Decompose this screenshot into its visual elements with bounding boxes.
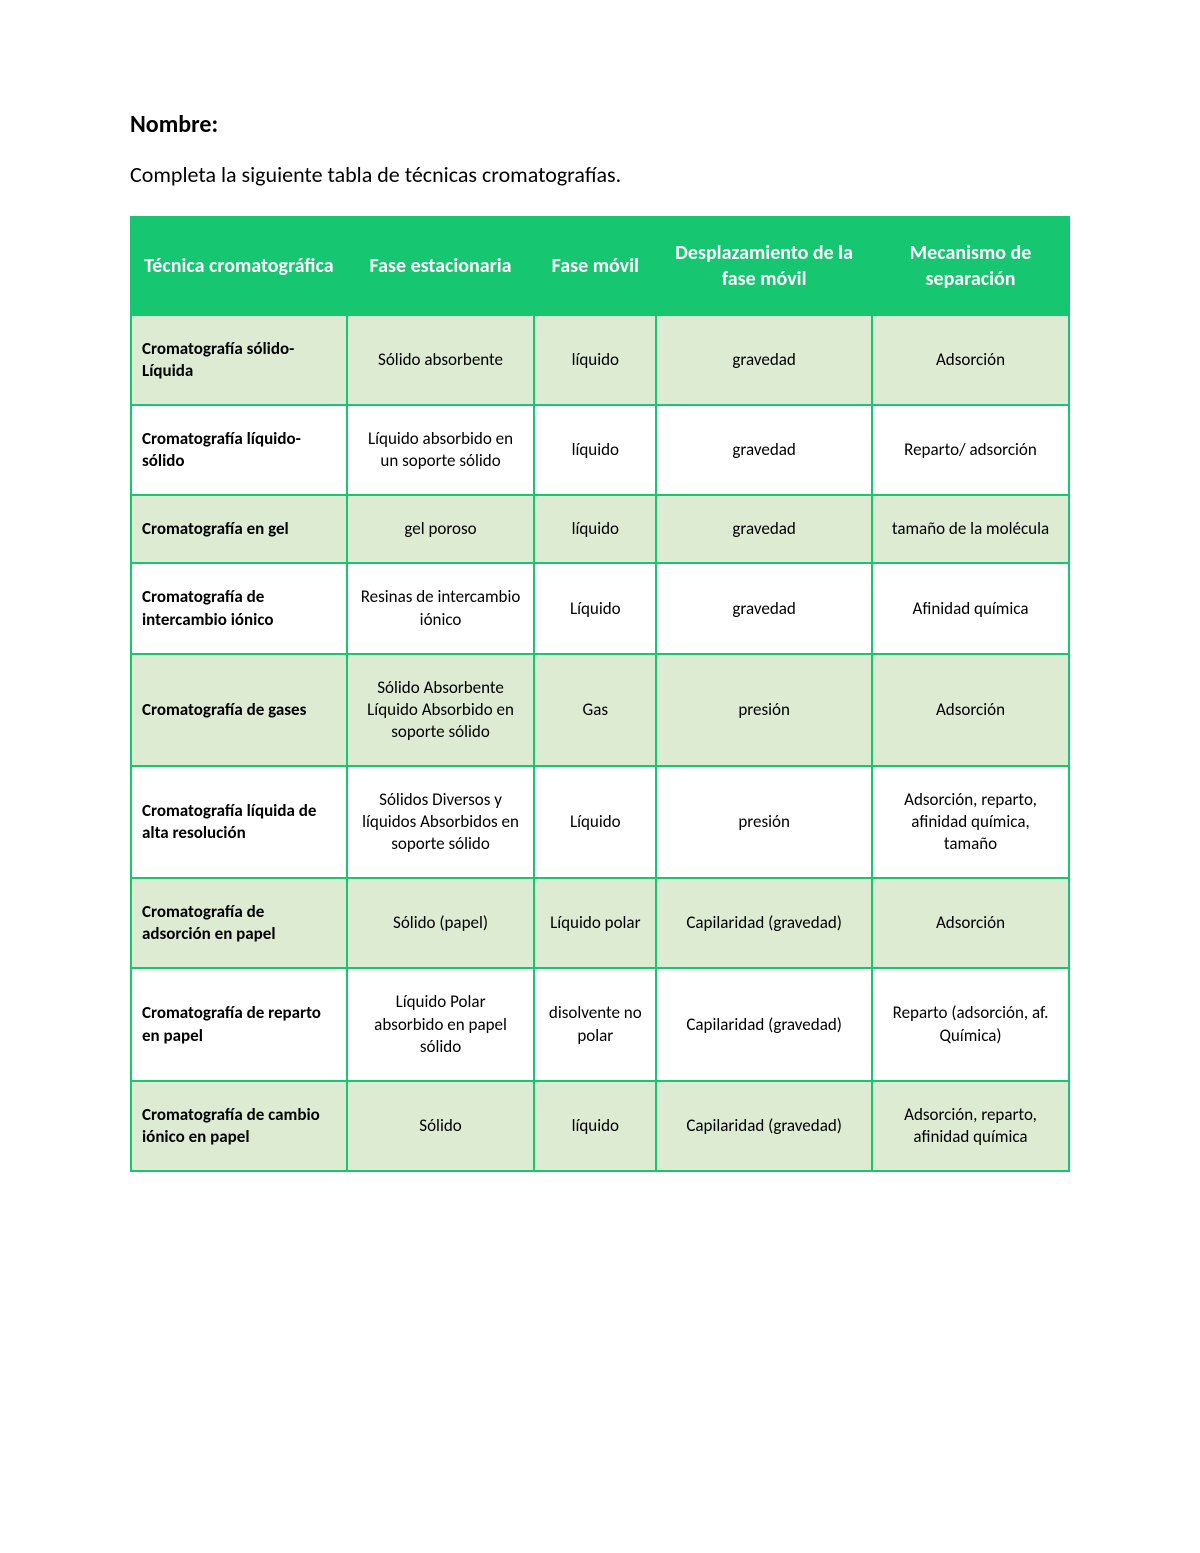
cell-displacement: Capilaridad (gravedad)	[656, 878, 872, 968]
cell-stationary: Resinas de intercambio iónico	[347, 563, 535, 653]
cell-technique: Cromatografía líquida de alta resolución	[131, 766, 347, 878]
cell-mechanism: Reparto (adsorción, af. Química)	[872, 968, 1069, 1080]
cell-displacement: gravedad	[656, 405, 872, 495]
table-row: Cromatografía de reparto en papelLíquido…	[131, 968, 1069, 1080]
cell-mechanism: Adsorción	[872, 878, 1069, 968]
cell-mechanism: tamaño de la molécula	[872, 495, 1069, 563]
table-row: Cromatografía en gelgel porosolíquidogra…	[131, 495, 1069, 563]
col-mobile: Fase móvil	[534, 217, 656, 315]
cell-stationary: Líquido absorbido en un soporte sólido	[347, 405, 535, 495]
cell-displacement: gravedad	[656, 563, 872, 653]
cell-mechanism: Afinidad química	[872, 563, 1069, 653]
cell-mobile: Líquido	[534, 563, 656, 653]
table-row: Cromatografía líquido-sólidoLíquido abso…	[131, 405, 1069, 495]
cell-mechanism: Adsorción	[872, 315, 1069, 405]
cell-mobile: disolvente no polar	[534, 968, 656, 1080]
col-stationary: Fase estacionaria	[347, 217, 535, 315]
table-row: Cromatografía sólido-LíquidaSólido absor…	[131, 315, 1069, 405]
cell-displacement: Capilaridad (gravedad)	[656, 968, 872, 1080]
cell-displacement: presión	[656, 654, 872, 766]
cell-stationary: gel poroso	[347, 495, 535, 563]
cell-technique: Cromatografía líquido-sólido	[131, 405, 347, 495]
cell-technique: Cromatografía sólido-Líquida	[131, 315, 347, 405]
cell-mechanism: Adsorción	[872, 654, 1069, 766]
cell-mobile: líquido	[534, 405, 656, 495]
col-mechanism: Mecanismo de separación	[872, 217, 1069, 315]
cell-technique: Cromatografía de cambio iónico en papel	[131, 1081, 347, 1171]
cell-mechanism: Adsorción, reparto, afinidad química, ta…	[872, 766, 1069, 878]
table-row: Cromatografía de cambio iónico en papelS…	[131, 1081, 1069, 1171]
cell-technique: Cromatografía de adsorción en papel	[131, 878, 347, 968]
table-row: Cromatografía de adsorción en papelSólid…	[131, 878, 1069, 968]
table-row: Cromatografía líquida de alta resolución…	[131, 766, 1069, 878]
cell-stationary: Sólidos Diversos y líquidos Absorbidos e…	[347, 766, 535, 878]
document-page: Nombre: Completa la siguiente tabla de t…	[0, 0, 1200, 1372]
cell-mechanism: Adsorción, reparto, afinidad química	[872, 1081, 1069, 1171]
table-row: Cromatografía de intercambio iónicoResin…	[131, 563, 1069, 653]
cell-mobile: líquido	[534, 315, 656, 405]
cell-displacement: Capilaridad (gravedad)	[656, 1081, 872, 1171]
cell-mobile: Líquido polar	[534, 878, 656, 968]
cell-mobile: líquido	[534, 1081, 656, 1171]
cell-stationary: Sólido absorbente	[347, 315, 535, 405]
col-displacement: Desplazamiento de la fase móvil	[656, 217, 872, 315]
chromatography-table: Técnica cromatográfica Fase estacionaria…	[130, 216, 1070, 1172]
cell-technique: Cromatografía de gases	[131, 654, 347, 766]
cell-mobile: Gas	[534, 654, 656, 766]
cell-technique: Cromatografía de intercambio iónico	[131, 563, 347, 653]
cell-stationary: Sólido	[347, 1081, 535, 1171]
cell-displacement: gravedad	[656, 495, 872, 563]
instruction-text: Completa la siguiente tabla de técnicas …	[130, 161, 1070, 188]
cell-stationary: Sólido (papel)	[347, 878, 535, 968]
cell-mobile: Líquido	[534, 766, 656, 878]
cell-mobile: líquido	[534, 495, 656, 563]
cell-displacement: gravedad	[656, 315, 872, 405]
cell-displacement: presión	[656, 766, 872, 878]
table-row: Cromatografía de gasesSólido Absorbente …	[131, 654, 1069, 766]
table-body: Cromatografía sólido-LíquidaSólido absor…	[131, 315, 1069, 1171]
cell-technique: Cromatografía en gel	[131, 495, 347, 563]
table-header-row: Técnica cromatográfica Fase estacionaria…	[131, 217, 1069, 315]
cell-mechanism: Reparto/ adsorción	[872, 405, 1069, 495]
name-label: Nombre:	[130, 110, 1070, 139]
col-technique: Técnica cromatográfica	[131, 217, 347, 315]
cell-technique: Cromatografía de reparto en papel	[131, 968, 347, 1080]
cell-stationary: Sólido Absorbente Líquido Absorbido en s…	[347, 654, 535, 766]
cell-stationary: Líquido Polar absorbido en papel sólido	[347, 968, 535, 1080]
